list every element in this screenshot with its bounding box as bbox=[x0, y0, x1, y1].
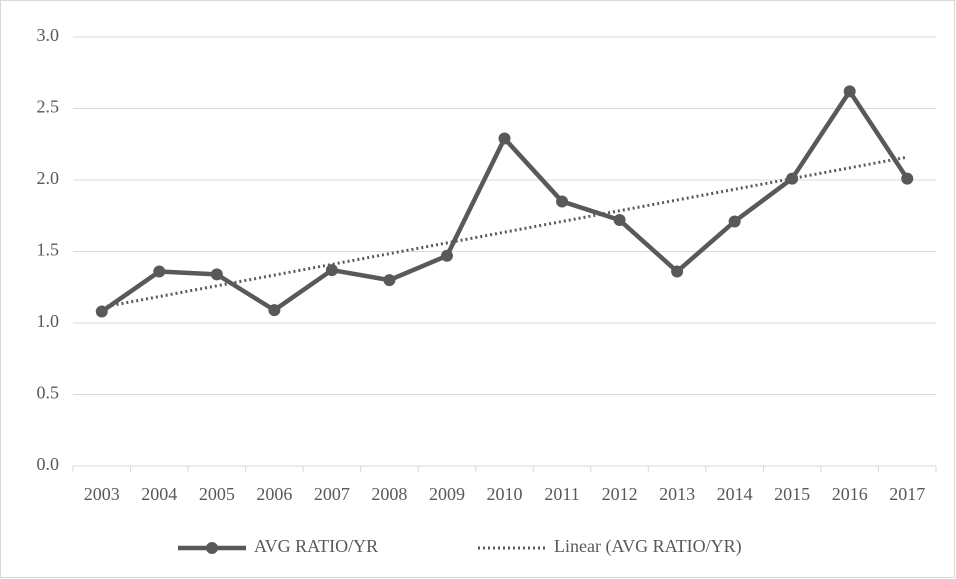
marker bbox=[210, 268, 223, 281]
marker bbox=[613, 214, 626, 227]
marker bbox=[843, 85, 856, 98]
x-tick-label: 2006 bbox=[256, 484, 292, 504]
marker bbox=[153, 265, 166, 278]
x-tick-label: 2007 bbox=[314, 484, 350, 504]
marker bbox=[728, 215, 741, 228]
trend-line bbox=[101, 155, 908, 309]
x-tick-label: 2017 bbox=[889, 484, 925, 504]
marker bbox=[325, 264, 338, 277]
y-tick-label: 0.5 bbox=[37, 383, 60, 403]
legend-marker bbox=[206, 542, 218, 554]
marker bbox=[498, 132, 511, 145]
y-tick-label: 1.5 bbox=[37, 240, 60, 260]
legend-label: AVG RATIO/YR bbox=[254, 536, 378, 556]
marker bbox=[671, 265, 684, 278]
y-tick-label: 2.0 bbox=[37, 168, 60, 188]
x-tick-label: 2004 bbox=[141, 484, 177, 504]
marker bbox=[268, 304, 281, 317]
y-tick-label: 0.0 bbox=[37, 454, 60, 474]
marker bbox=[383, 274, 396, 287]
x-tick-label: 2011 bbox=[544, 484, 579, 504]
y-tick-label: 3.0 bbox=[37, 25, 60, 45]
x-tick-label: 2003 bbox=[84, 484, 120, 504]
marker bbox=[95, 305, 108, 318]
marker bbox=[440, 249, 453, 262]
y-tick-label: 2.5 bbox=[37, 97, 60, 117]
x-tick-label: 2010 bbox=[487, 484, 523, 504]
x-tick-label: 2015 bbox=[774, 484, 810, 504]
marker bbox=[786, 172, 799, 185]
legend-label: Linear (AVG RATIO/YR) bbox=[554, 536, 742, 557]
x-tick-label: 2009 bbox=[429, 484, 465, 504]
x-tick-label: 2013 bbox=[659, 484, 695, 504]
x-tick-label: 2008 bbox=[371, 484, 407, 504]
marker bbox=[901, 172, 914, 185]
x-tick-label: 2014 bbox=[717, 484, 753, 504]
x-tick-label: 2012 bbox=[602, 484, 638, 504]
x-tick-label: 2016 bbox=[832, 484, 868, 504]
x-tick-label: 2005 bbox=[199, 484, 235, 504]
marker bbox=[556, 195, 569, 208]
y-tick-label: 1.0 bbox=[37, 311, 60, 331]
